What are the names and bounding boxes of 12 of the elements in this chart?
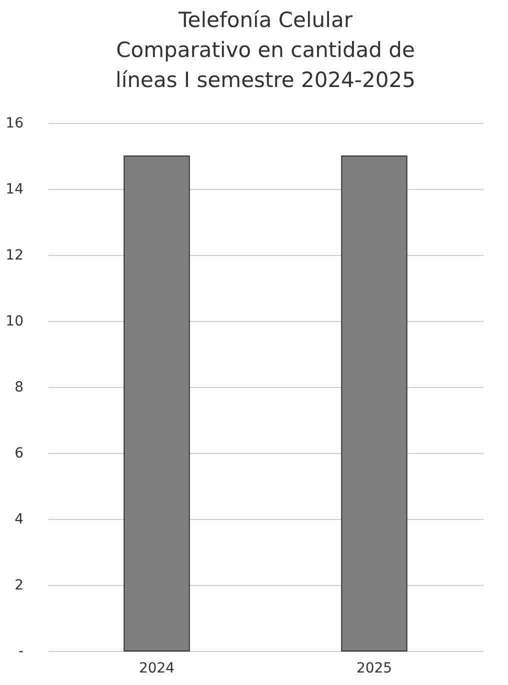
x-tick-label: 2024 (138, 660, 175, 676)
y-tick-label: 8 (14, 380, 24, 396)
x-tick-label: 2025 (356, 660, 392, 676)
y-tick-label: 4 (14, 512, 24, 528)
y-tick-label: - (18, 644, 24, 660)
y-tick-label: 12 (6, 248, 24, 264)
y-tick-label: 6 (14, 446, 24, 462)
y-tick-label: 10 (6, 314, 24, 330)
chart-title: Telefonía Celular Comparativo en cantidad de líneas I semestre 2024-2025 (116, 8, 416, 92)
y-tick-label: 16 (6, 116, 24, 132)
y-tick-label: 2 (14, 578, 24, 594)
y-tick-label: 14 (6, 182, 24, 198)
